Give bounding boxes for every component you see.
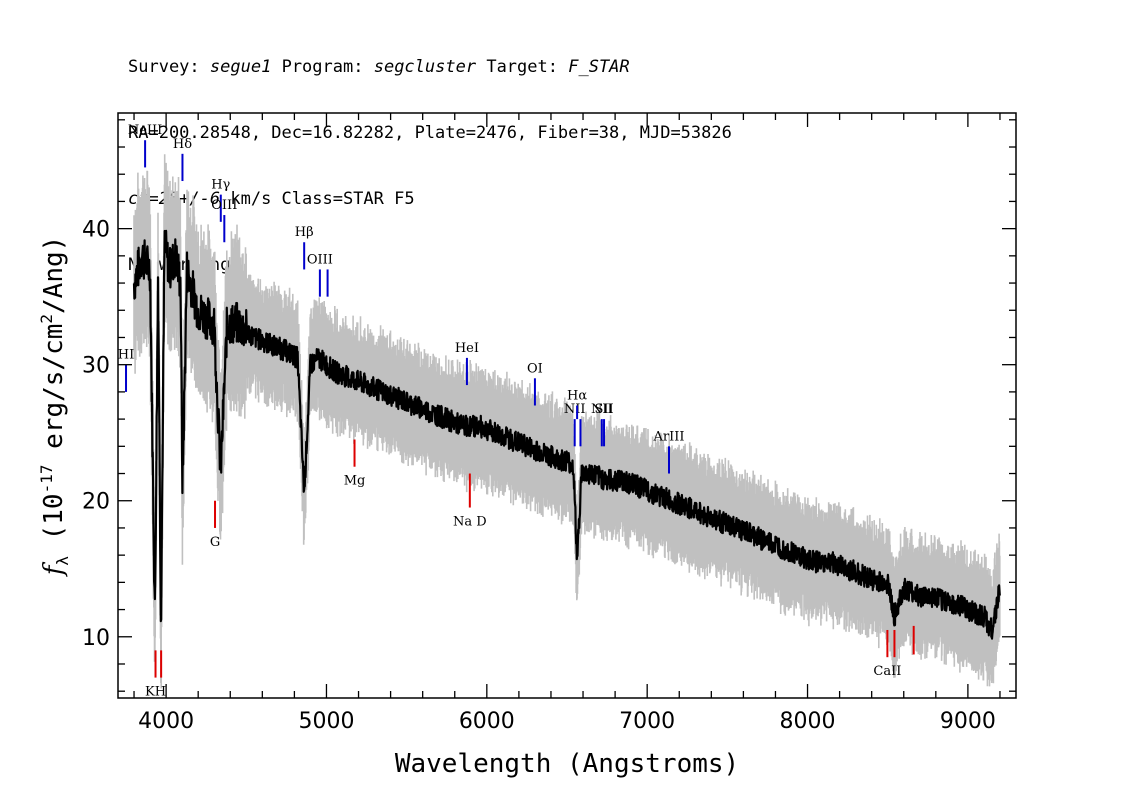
absorption-line-label: Na D — [453, 515, 487, 530]
emission-line-label: NII — [564, 402, 586, 417]
emission-line-label: HI — [118, 348, 134, 363]
survey-label: Survey: — [128, 57, 200, 77]
x-tick-label: 6000 — [459, 709, 515, 734]
absorption-line-label: Mg — [344, 474, 366, 489]
program-value: segcluster — [373, 57, 477, 77]
x-tick-label: 5000 — [298, 709, 354, 734]
emission-line-label: HeI — [455, 341, 479, 356]
emission-line-label: Hδ — [173, 137, 192, 152]
absorption-line-label: CaII — [873, 664, 901, 679]
emission-line-label: OI — [527, 361, 543, 376]
header-line-redshift: cz=28+/-6 km/s Class=STAR F5 — [128, 188, 732, 210]
header-line-survey: Survey: segue1 Program: segcluster Targe… — [128, 56, 732, 78]
emission-line-label: OIII — [211, 198, 237, 213]
emission-line-label: Hα — [567, 389, 587, 404]
axis-ticks: 4000 5000 6000 7000 8000 9000 10 20 30 40 — [82, 113, 1016, 734]
noise-band — [133, 154, 1001, 689]
x-tick-label: 9000 — [940, 709, 996, 734]
spectrum-header: Survey: segue1 Program: segcluster Targe… — [128, 12, 732, 298]
x-axis-title: Wavelength (Angstroms) — [395, 749, 739, 779]
emission-line-label: NII — [591, 402, 613, 417]
x-tick-label: 7000 — [619, 709, 675, 734]
emission-line-label: OIII — [307, 252, 333, 267]
emission-line-label: ArIII — [652, 429, 684, 444]
y-tick-label: 10 — [82, 626, 110, 651]
emission-line-label: NeIII — [128, 123, 162, 138]
flux-line — [132, 229, 1001, 640]
header-line-coordinates: RA=200.28548, Dec=16.82282, Plate=2476, … — [128, 123, 732, 143]
flux-series — [132, 229, 1001, 640]
x-tick-label: 4000 — [138, 709, 194, 734]
emission-line-label: SII — [594, 402, 613, 417]
y-axis-title: fλ (10-17 erg/s/cm2/Ang) — [37, 236, 72, 578]
program-label: Program: — [281, 57, 364, 77]
class-value: km/s Class=STAR F5 — [220, 189, 415, 209]
noise-spectrum — [133, 154, 1001, 689]
y-tick-label: 30 — [82, 354, 110, 379]
y-tick-label: 40 — [82, 218, 110, 243]
x-tick-label: 8000 — [780, 709, 836, 734]
svg-text:fλ (10-17 erg/s/cm2/Ang): fλ (10-17 erg/s/cm2/Ang) — [37, 236, 72, 578]
absorption-line-label: KH — [145, 685, 166, 700]
plot-frame — [117, 112, 1017, 699]
target-value: F_STAR — [568, 57, 630, 77]
absorption-line-label: G — [210, 535, 220, 550]
emission-line-label: Hβ — [295, 225, 314, 240]
y-tick-label: 20 — [82, 490, 110, 515]
spectral-line-markers: HINeIIIHδHγOIIIHβOIIIHeIOINIIHαNIISIIArI… — [118, 123, 915, 700]
survey-value: segue1 — [209, 57, 272, 77]
emission-line-label: Hγ — [211, 178, 230, 193]
target-label: Target: — [486, 57, 558, 77]
